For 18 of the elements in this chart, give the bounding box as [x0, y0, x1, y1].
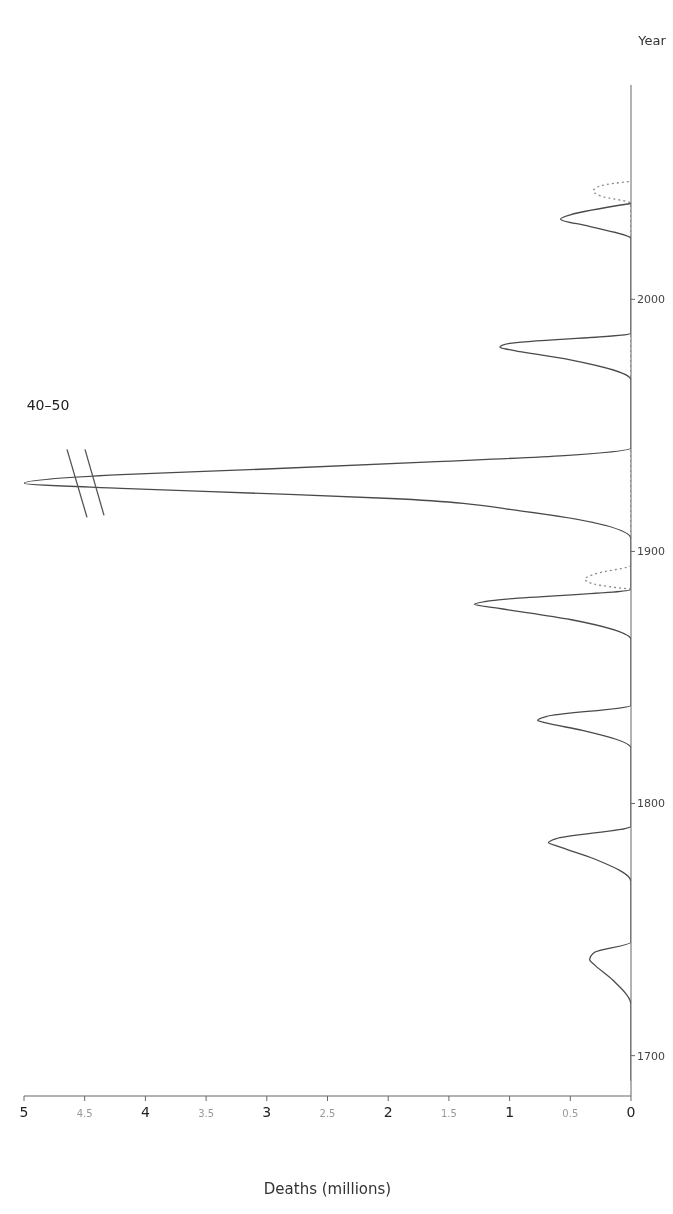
x-tick-label: 5	[19, 1104, 29, 1120]
y-tick-label: 1700	[637, 1049, 665, 1063]
x-tick-label: 0	[626, 1104, 636, 1120]
x-axis-title: Deaths (millions)	[263, 1180, 392, 1198]
x-tick-label: 3	[262, 1104, 272, 1120]
x-tick-label: 1	[505, 1104, 515, 1120]
x-tick-label: 2	[383, 1104, 393, 1120]
x-tick-label: 4	[140, 1104, 150, 1120]
annotation: 40–50	[26, 397, 70, 414]
x-tick-label: 1.5	[440, 1108, 457, 1119]
y-tick-label: 1800	[637, 797, 665, 811]
y-tick-label: 1900	[637, 545, 665, 559]
x-tick-label: 3.5	[198, 1108, 215, 1119]
x-tick-label: 4.5	[76, 1108, 93, 1119]
y-axis-title: Year	[637, 33, 667, 48]
x-tick-label: 0.5	[562, 1108, 579, 1119]
x-tick-label: 2.5	[319, 1108, 336, 1119]
y-tick-label: 2000	[637, 293, 665, 307]
